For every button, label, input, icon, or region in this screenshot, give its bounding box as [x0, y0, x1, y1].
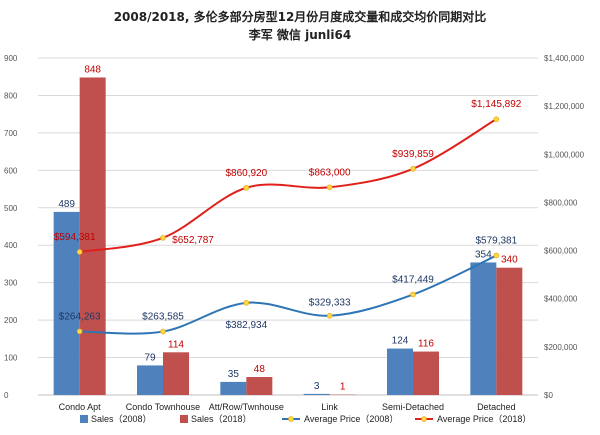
left-axis-tick-label: 500	[4, 204, 18, 213]
legend-swatch	[80, 415, 88, 423]
line-data-label: $417,449	[392, 275, 434, 286]
left-axis-tick-label: 700	[4, 129, 18, 138]
line-marker	[326, 184, 333, 191]
legend-marker	[421, 416, 427, 422]
bar-2008	[220, 381, 247, 395]
bar-data-label: 124	[392, 336, 409, 347]
left-axis-tick-label: 0	[4, 391, 9, 400]
bar-2018	[79, 77, 106, 396]
bar-data-label: 48	[254, 364, 266, 375]
line-marker	[243, 184, 250, 191]
line-data-label: $1,145,892	[471, 99, 521, 110]
line-data-label: $860,920	[225, 168, 267, 179]
bar-2008	[303, 393, 330, 395]
category-label: Condo Apt	[59, 402, 102, 412]
legend-label: Average Price（2008）	[304, 414, 398, 424]
bar-2008	[53, 211, 80, 395]
category-label: Att/Row/Twnhouse	[209, 402, 284, 412]
line-marker	[76, 249, 83, 255]
line-marker	[326, 312, 333, 319]
bar-2008	[137, 365, 163, 395]
right-axis-tick-label: $600,000	[544, 247, 578, 256]
bar-data-label: 35	[228, 369, 240, 380]
left-axis-tick-label: 600	[4, 166, 18, 175]
line-marker	[410, 165, 416, 172]
line-marker	[243, 300, 250, 306]
line-data-label: $594,381	[54, 232, 96, 243]
line-data-label: $863,000	[309, 167, 351, 178]
category-label: Detached	[477, 402, 516, 412]
bar-data-label: 1	[340, 382, 346, 393]
line-data-label: $263,585	[142, 312, 184, 323]
category-label: Link	[321, 402, 338, 412]
chart-title: 2008/2018, 多伦多部分房型12月份月度成交量和成交均价同期对比	[113, 10, 487, 24]
bar-2018	[246, 377, 273, 395]
right-axis-tick-label: $800,000	[544, 198, 578, 207]
chart-subtitle: 李军 微信 junli64	[248, 28, 352, 42]
bar-data-label: 340	[501, 255, 518, 266]
bar-2008	[387, 348, 413, 395]
bar-data-label: 848	[84, 64, 101, 75]
line-marker	[160, 235, 166, 241]
bar-2008	[470, 262, 497, 395]
right-axis-tick-label: $1,400,000	[544, 54, 585, 63]
category-label: Condo Townhouse	[126, 402, 200, 412]
right-axis-tick-label: $1,000,000	[544, 150, 585, 159]
line-data-label: $652,787	[172, 235, 214, 246]
bar-data-label: 354	[475, 249, 492, 260]
legend-label: Sales（2008）	[91, 414, 152, 424]
legend-marker	[288, 416, 294, 422]
line-data-label: $939,859	[392, 149, 434, 160]
bar-data-label: 79	[144, 352, 156, 363]
left-axis-tick-label: 800	[4, 91, 18, 100]
legend-swatch	[180, 415, 188, 423]
bar-2018	[496, 267, 523, 395]
legend-label: Sales（2018）	[191, 414, 252, 424]
bar-2018	[163, 352, 189, 395]
line-avg-price-2008	[79, 254, 497, 335]
line-marker	[76, 328, 83, 335]
line-marker	[410, 291, 416, 298]
line-marker	[493, 116, 500, 122]
left-axis-tick-label: 900	[4, 54, 18, 63]
left-axis-tick-label: 400	[4, 241, 18, 250]
line-data-label: $579,381	[475, 236, 517, 247]
left-axis-tick-label: 200	[4, 316, 18, 325]
line-marker	[160, 328, 166, 335]
category-label: Semi-Detached	[382, 402, 444, 412]
right-axis-tick-label: $0	[544, 391, 553, 400]
bar-data-label: 116	[418, 339, 434, 350]
bar-data-label: 114	[168, 339, 184, 350]
legend-label: Average Price（2018）	[437, 414, 531, 424]
line-avg-price-2018	[79, 118, 497, 253]
line-data-label: $264,263	[59, 311, 101, 322]
right-axis-tick-label: $200,000	[544, 343, 578, 352]
bar-data-label: 3	[314, 381, 320, 392]
right-axis-tick-label: $400,000	[544, 295, 578, 304]
right-axis-tick-label: $1,200,000	[544, 102, 585, 111]
left-axis-tick-label: 100	[4, 354, 18, 363]
left-axis-tick-label: 300	[4, 279, 18, 288]
line-data-label: $382,934	[225, 320, 267, 331]
bar-data-label: 489	[58, 199, 75, 210]
line-data-label: $329,333	[309, 298, 351, 309]
bar-2018	[413, 351, 439, 395]
line-marker	[493, 252, 500, 259]
